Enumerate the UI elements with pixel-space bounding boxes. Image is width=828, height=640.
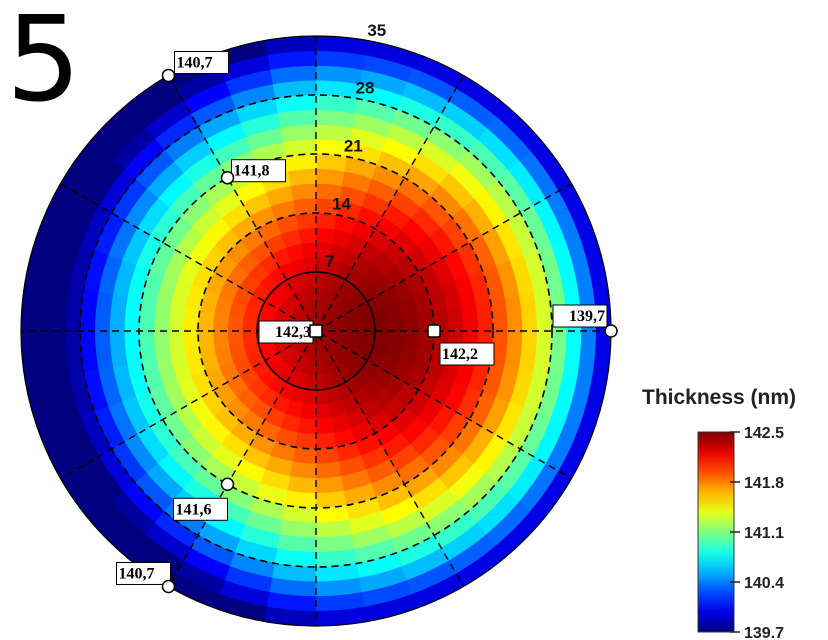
colorbar: Thickness (nm) 142.5 141.8 141.1 140.4 139.7 <box>642 386 796 640</box>
thickness-cell <box>168 305 186 332</box>
point-marker <box>220 170 235 185</box>
thickness-cell <box>290 461 317 479</box>
thickness-cell <box>168 330 186 357</box>
thickness-cell <box>292 446 317 465</box>
thickness-cell <box>290 183 317 201</box>
panel-label: 5 <box>6 0 81 128</box>
colorbar-gradient <box>697 431 735 633</box>
point-marker <box>161 68 176 83</box>
thickness-cell <box>123 297 143 332</box>
point-marker <box>309 324 323 338</box>
colorbar-tick-label: 142.5 <box>744 425 784 442</box>
thickness-cell <box>302 388 317 406</box>
thickness-cell <box>295 432 317 450</box>
point-label-box <box>174 51 229 75</box>
thickness-cell <box>109 330 128 368</box>
thickness-cell <box>287 168 317 187</box>
ring-label-7: 7 <box>325 252 334 271</box>
thickness-cell <box>315 461 342 479</box>
point-label: 139,7 <box>569 308 605 325</box>
point-label-box <box>231 159 286 183</box>
ring-label-35: 35 <box>367 21 386 40</box>
colorbar-tick-label: 141.1 <box>744 525 784 542</box>
thickness-cell <box>315 432 337 450</box>
point-marker <box>220 477 235 492</box>
measurement-point: 141,6 <box>173 477 235 521</box>
measurement-point: 141,8 <box>220 159 286 185</box>
thickness-cell <box>446 305 464 332</box>
thickness-cell <box>279 124 317 143</box>
colorbar-tick-label: 141.8 <box>744 475 784 492</box>
measurement-point: 140,7 <box>116 561 176 594</box>
point-label: 141,8 <box>234 163 270 180</box>
thickness-cell <box>241 317 259 332</box>
point-label-box <box>552 304 608 328</box>
thickness-cell <box>153 302 172 332</box>
point-label: 142,2 <box>442 346 478 363</box>
thickness-cell <box>315 227 335 245</box>
thickness-cell <box>315 475 345 494</box>
point-marker <box>427 324 441 338</box>
thickness-cell <box>212 330 230 350</box>
point-label-box <box>173 497 228 521</box>
point-label-box <box>439 342 495 366</box>
ring-labels: 7 14 21 28 35 <box>325 21 386 271</box>
thickness-cell <box>402 330 420 350</box>
point-label: 140,7 <box>119 565 155 582</box>
thickness-cell <box>315 417 335 435</box>
measurement-point: 142,3 <box>258 320 323 344</box>
thickness-cell <box>300 403 317 420</box>
thickness-cell <box>182 330 201 355</box>
measurement-point: 139,7 <box>552 304 618 338</box>
thickness-cell <box>109 294 128 332</box>
measurement-point: 140,7 <box>161 51 229 83</box>
colorbar-title: Thickness (nm) <box>642 386 796 409</box>
thickness-cell <box>373 330 391 345</box>
measurement-point: 142,2 <box>427 324 495 366</box>
thickness-cell <box>460 302 479 332</box>
thickness-cell <box>315 504 350 524</box>
thickness-cell <box>297 417 317 435</box>
measurement-points: 142,3 142,2 139,7 141,8 141,6 140,7 140,7 <box>116 51 618 594</box>
point-label: 140,7 <box>177 55 213 72</box>
point-marker <box>161 579 176 594</box>
thickness-cell <box>287 475 317 494</box>
thickness-cell <box>504 330 523 368</box>
point-label-box <box>116 561 171 585</box>
thickness-cell <box>153 330 172 360</box>
point-label: 141,6 <box>176 501 212 518</box>
ring-label-14: 14 <box>332 194 351 213</box>
thickness-cell <box>315 168 345 187</box>
thickness-cell <box>315 490 348 509</box>
thickness-cell <box>227 315 244 332</box>
point-marker <box>604 324 618 338</box>
thickness-cell <box>402 312 420 332</box>
thickness-cell <box>315 212 337 230</box>
thickness-cell <box>297 227 317 245</box>
thickness-cell <box>504 294 523 332</box>
colorbar-tick-label: 139.7 <box>744 625 784 640</box>
thickness-cell <box>315 519 353 538</box>
thickness-cells <box>21 36 611 626</box>
thickness-cell <box>123 330 143 365</box>
wafer-map: 7 14 21 28 35 142,3 142,2 139,7 141,8 141,6 140,7… <box>20 21 618 627</box>
colorbar-tick-label: 140.4 <box>744 575 784 592</box>
thickness-cell <box>197 330 215 352</box>
thickness-cell <box>212 312 230 332</box>
thickness-cell <box>315 153 348 172</box>
ring-28 <box>79 94 553 568</box>
ring-label-28: 28 <box>356 79 375 98</box>
colorbar-ticks: 142.5 141.8 141.1 140.4 139.7 <box>730 425 784 640</box>
thickness-cell <box>197 310 215 332</box>
thickness-cell <box>295 212 317 230</box>
thickness-cell <box>388 330 405 347</box>
thickness-cell <box>279 519 317 538</box>
ring-label-21: 21 <box>344 137 363 156</box>
point-label: 142,3 <box>275 324 311 341</box>
